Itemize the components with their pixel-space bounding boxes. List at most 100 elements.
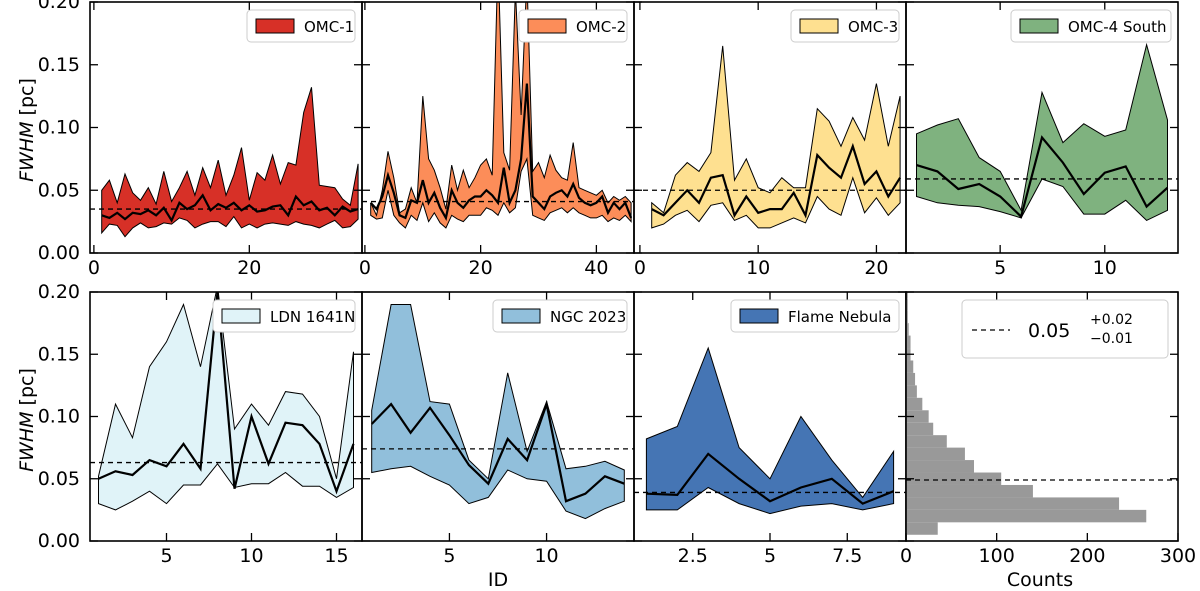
- median-line-ldn-1641n: [98, 292, 355, 495]
- hist-bar: [906, 335, 911, 349]
- legend-box: [492, 299, 628, 333]
- panel-counts: 0 100 200 300 0.05 +0.02 −0.01: [900, 291, 1196, 567]
- y-tick-label: 0.00: [38, 242, 80, 264]
- band-omc-3: [651, 45, 901, 229]
- plot-area-omc-3: [634, 45, 906, 229]
- legend-swatch: [255, 18, 295, 34]
- y-tick-label: 0.00: [38, 530, 80, 552]
- plot-area-omc-2: [362, 2, 634, 229]
- panel-omc-4-south: 5 10 OMC-4 South: [905, 1, 1179, 279]
- hist-bar: [906, 292, 908, 299]
- legend-box: [730, 299, 900, 333]
- legend-swatch: [1019, 18, 1059, 34]
- legend-omc-4-south: OMC-4 South: [1010, 9, 1172, 43]
- hist-bar: [906, 385, 917, 398]
- legend-ldn-1641n: LDN 1641N: [212, 299, 356, 333]
- x-tick-label: 10: [534, 545, 558, 567]
- x-axis-label-id: ID: [488, 569, 508, 591]
- legend-box: [790, 9, 900, 43]
- panel-ngc-2023: 5 10 NGC 2023: [361, 291, 635, 567]
- median-line-omc-1: [101, 193, 359, 223]
- y-axis-label-top: FWHM [pc]: [16, 78, 38, 182]
- x-tick-label: 20: [864, 257, 888, 279]
- legend-swatch: [501, 308, 541, 324]
- x-tick-label: 5: [443, 545, 455, 567]
- y-tick-label: 0.15: [38, 343, 80, 365]
- panel-ldn-1641n: 0.00 0.05 0.10 0.15 0.20 5 10 15 LDN 1641N: [38, 281, 363, 567]
- y-tick-label: 0.05: [38, 468, 80, 490]
- legend-label: OMC-3: [848, 18, 898, 36]
- y-tick-label: 0.15: [38, 54, 80, 76]
- legend-minus: −0.01: [1090, 331, 1133, 347]
- hist-bar: [906, 360, 914, 373]
- y-tick-label: 0.20: [38, 281, 80, 303]
- hist-bar: [906, 410, 929, 423]
- plot-area-ldn-1641n: [90, 292, 362, 511]
- x-tick-label: 10: [239, 545, 263, 567]
- plot-area-omc-1: [90, 87, 362, 238]
- hist-bar: [906, 323, 909, 336]
- legend-hist: 0.05 +0.02 −0.01: [961, 299, 1169, 359]
- band-flame-nebula: [645, 346, 895, 515]
- legend-label: OMC-1: [304, 18, 354, 36]
- median-line-omc-4-south: [916, 135, 1169, 219]
- legend-swatch: [799, 18, 839, 34]
- legend-swatch: [739, 308, 779, 324]
- y-tick-label: 0.05: [38, 179, 80, 201]
- panel-omc-2: 0 20 40 OMC-2: [359, 1, 635, 279]
- hist-bar: [906, 435, 947, 448]
- x-tick-label: 200: [1069, 545, 1105, 567]
- band-omc-2: [370, 2, 632, 229]
- legend-omc-3: OMC-3: [790, 9, 900, 43]
- x-tick-label: 20: [469, 257, 493, 279]
- median-line-flame-nebula: [646, 452, 895, 505]
- hist-bar: [906, 497, 1120, 510]
- legend-label: NGC 2023: [550, 308, 626, 326]
- x-tick-label: 0: [634, 257, 646, 279]
- plot-area-ngc-2023: [362, 304, 634, 520]
- hist-bar: [906, 484, 1033, 498]
- y-tick-label: 0.20: [38, 0, 80, 13]
- x-tick-label: 7.5: [832, 545, 862, 567]
- legend-box: [518, 9, 628, 43]
- legend-plus: +0.02: [1090, 312, 1133, 328]
- legend-swatch: [527, 18, 567, 34]
- panel-omc-1: 0.00 0.05 0.10 0.15 0.20 0 20 OMC-1: [38, 0, 363, 279]
- panels: 0.00 0.05 0.10 0.15 0.20 0 20 OMC-1 0 20 40 OMC-2 0 1…: [38, 0, 1196, 567]
- hist-bar: [906, 310, 908, 324]
- plot-area-omc-4-south: [906, 42, 1178, 222]
- median-line-omc-2: [369, 83, 633, 221]
- legend-swatch: [221, 308, 261, 324]
- y-axis-label-bottom: FWHM [pc]: [16, 368, 38, 472]
- hist-bar: [906, 460, 974, 473]
- hist-bar: [906, 472, 1002, 485]
- x-tick-label: 10: [746, 257, 770, 279]
- hist-bar: [906, 298, 908, 311]
- band-ngc-2023: [371, 304, 625, 520]
- panel-flame-nebula: 2.5 5 7.5 Flame Nebula: [633, 291, 907, 567]
- x-tick-label: 20: [237, 257, 261, 279]
- legend-box: [212, 299, 356, 333]
- hist-bar: [906, 447, 965, 461]
- panel-omc-3: 0 10 20 OMC-3: [633, 1, 907, 279]
- hist-bar: [906, 509, 1147, 523]
- legend-box: [961, 299, 1169, 359]
- x-tick-label: 15: [324, 545, 348, 567]
- y-tick-label: 0.10: [38, 117, 80, 139]
- legend-label: OMC-2: [576, 18, 626, 36]
- legend-omc-2: OMC-2: [518, 9, 628, 43]
- plot-area-counts: [906, 292, 1178, 535]
- median-line-omc-3: [651, 142, 902, 219]
- x-tick-label: 0: [88, 257, 100, 279]
- legend-flame-nebula: Flame Nebula: [730, 299, 900, 333]
- legend-box: [246, 9, 356, 43]
- hist-bar: [906, 372, 916, 386]
- plot-area-flame-nebula: [634, 346, 906, 515]
- x-tick-label: 0: [359, 257, 371, 279]
- band-omc-4-south: [916, 42, 1168, 222]
- x-tick-label: 5: [764, 545, 776, 567]
- x-tick-label: 0: [900, 545, 912, 567]
- hist-bar: [906, 522, 938, 535]
- median-line-ngc-2023: [370, 399, 625, 503]
